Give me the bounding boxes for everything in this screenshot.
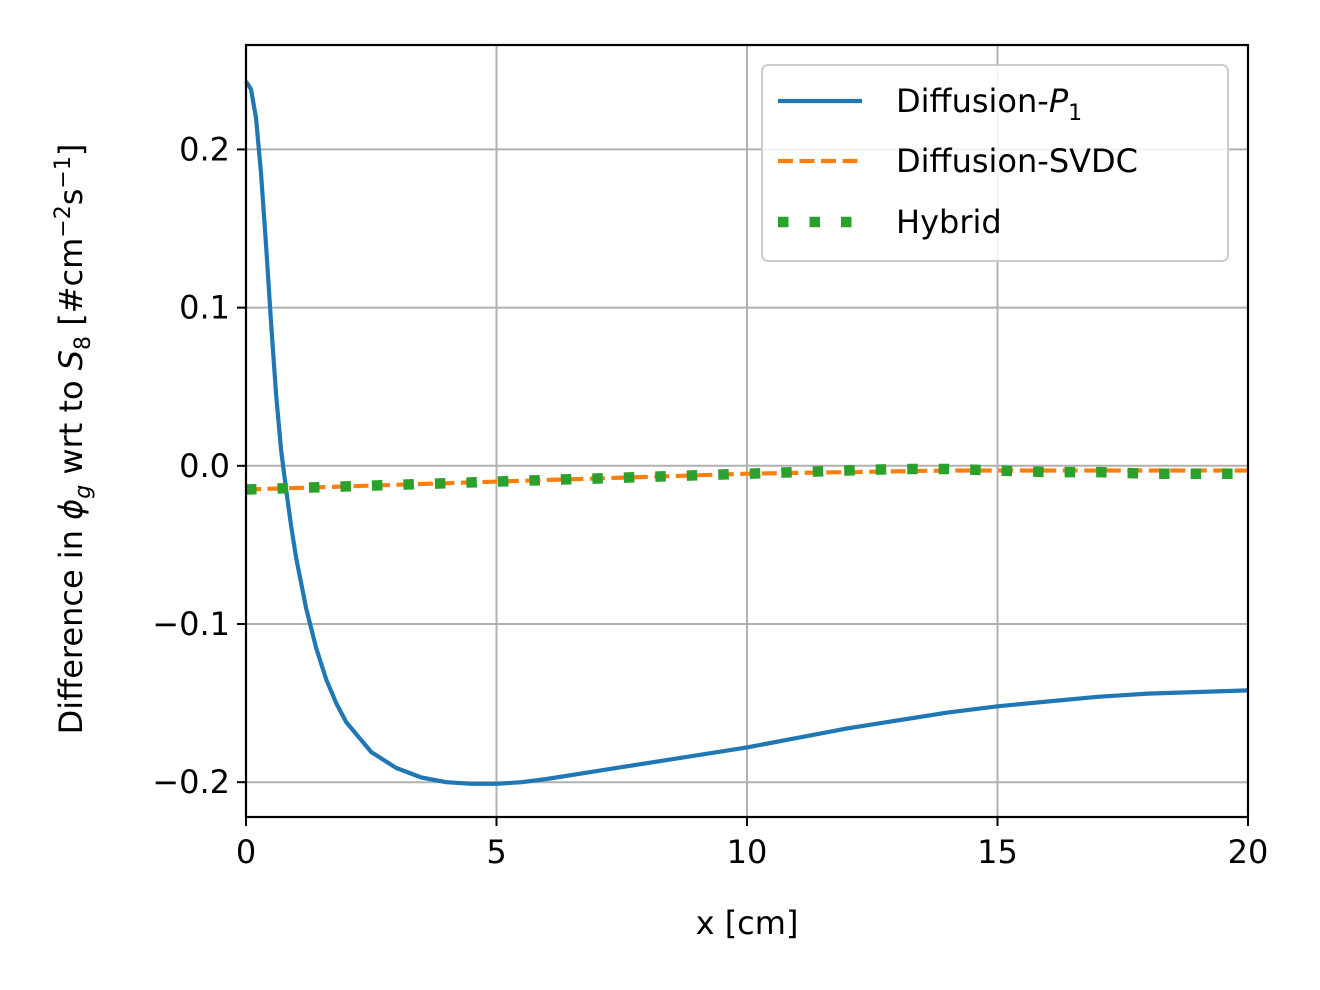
x-tick-label: 10 (727, 833, 768, 871)
y-tick-label: 0.0 (179, 447, 230, 485)
y-tick-label: 0.2 (179, 130, 230, 168)
y-axis-label-s: s (52, 189, 90, 206)
legend-label-hybrid: Hybrid (896, 203, 1002, 241)
y-axis-label-prefix: Difference in (52, 520, 90, 734)
x-tick-label: 15 (977, 833, 1018, 871)
x-tick-label: 20 (1228, 833, 1269, 871)
y-axis-label-mid: wrt to (52, 370, 90, 485)
y-tick-label: −0.1 (152, 605, 230, 643)
tick-labels: 0 5 10 15 20 −0.2 −0.1 0.0 0.1 0.2 (152, 130, 1268, 871)
y-tick-label: −0.2 (152, 763, 230, 801)
y-axis-label-exp2: −1 (51, 156, 76, 188)
legend-label-diffusion-p1-name: Diffusion-P (896, 82, 1069, 120)
series-line-0 (244, 80, 1249, 786)
y-axis-label-s8: S (52, 350, 90, 370)
y-axis-label-phi: ϕ (52, 499, 90, 520)
series-line-1 (245, 468, 1248, 492)
y-axis-label-unit-open: [#cm (52, 238, 90, 336)
ticks (237, 148, 1249, 826)
legend-label-diffusion-svdc: Diffusion-SVDC (896, 142, 1138, 180)
y-axis-label-phi-sub: g (71, 485, 96, 499)
x-tick-label: 0 (236, 833, 256, 871)
y-axis-label-unit-close: ] (52, 144, 90, 156)
legend-box (761, 64, 1229, 262)
series-line-2 (245, 463, 1248, 495)
series-layer (244, 80, 1249, 786)
legend-label-diffusion-p1-sub: 1 (1068, 101, 1082, 126)
x-axis-label: x [cm] (696, 904, 799, 942)
y-axis-label-s8-sub: 8 (71, 336, 96, 350)
y-axis-label: Difference in ϕg wrt to S8 [#cm−2s−1] (51, 144, 96, 735)
legend-label-diffusion-p1-plain: Diffusion- (896, 82, 1049, 120)
legend-label-diffusion-p1: Diffusion-P1 (896, 82, 1082, 126)
legend: Diffusion-P1 Diffusion-SVDC Hybrid (761, 64, 1229, 262)
x-tick-label: 5 (486, 833, 506, 871)
y-tick-label: 0.1 (179, 289, 230, 327)
legend-label-diffusion-p1-italic: P (1049, 82, 1069, 120)
y-axis-label-exp1: −2 (51, 205, 76, 237)
